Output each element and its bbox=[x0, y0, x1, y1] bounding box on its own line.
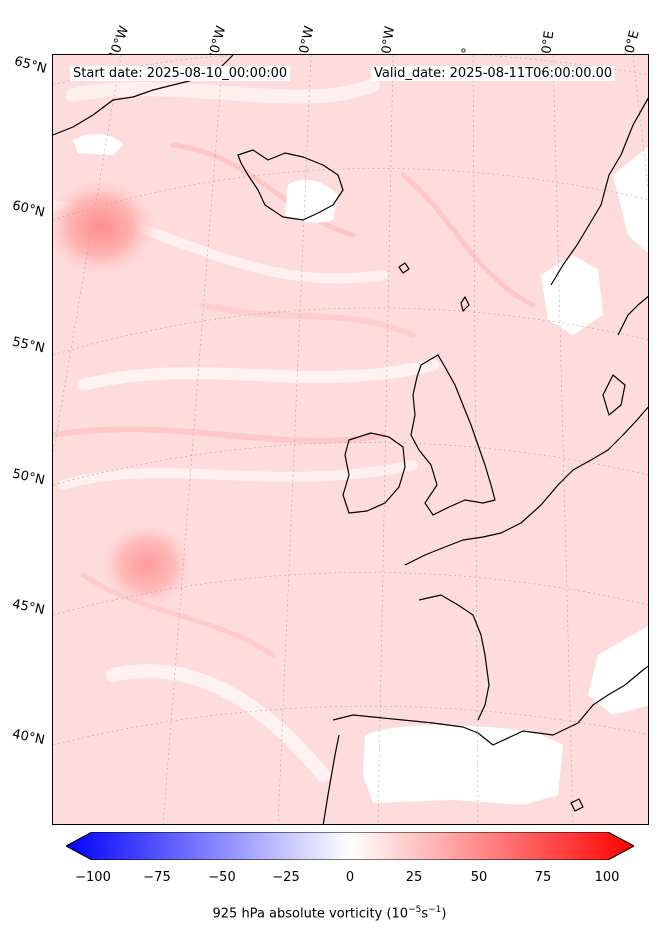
colorbar-label-exp2: −1 bbox=[428, 905, 442, 915]
vortex-south bbox=[99, 521, 195, 609]
faroe-island bbox=[398, 262, 410, 274]
iberia-coast bbox=[332, 665, 648, 746]
continent-coast bbox=[404, 406, 648, 566]
colorbar-label: 925 hPa absolute vorticity (10−5s−1) bbox=[0, 905, 659, 921]
lat-label-50n: 50°N bbox=[10, 466, 47, 489]
vortex-north bbox=[53, 175, 161, 279]
lat-label-45n: 45°N bbox=[10, 596, 46, 619]
lat-label-40n: 40°N bbox=[10, 726, 46, 749]
colorbar-label-exp1: −5 bbox=[408, 905, 422, 915]
sweden-coast bbox=[617, 295, 648, 336]
coastlines bbox=[53, 55, 648, 824]
shetland-island bbox=[460, 296, 470, 312]
balearic-island bbox=[570, 798, 584, 812]
colorbar-tick-25: 25 bbox=[405, 870, 423, 885]
iberia-south bbox=[322, 734, 340, 824]
map-canvas bbox=[53, 55, 648, 824]
iceland-coast bbox=[237, 149, 344, 221]
norway-coast bbox=[550, 97, 648, 286]
colorbar bbox=[66, 832, 634, 860]
colorbar-label-mid: s bbox=[421, 906, 429, 922]
ireland-coast bbox=[342, 432, 406, 514]
colorbar-label-end: ) bbox=[441, 906, 447, 922]
denmark-coast bbox=[602, 374, 626, 416]
colorbar-tick-0: 0 bbox=[345, 870, 355, 885]
valid-date-label: Valid_date: 2025-08-11T06:00:00.00 bbox=[371, 66, 616, 81]
colorbar-tick-neg25: −25 bbox=[272, 870, 300, 885]
lat-label-65n: 65°N bbox=[12, 54, 49, 77]
lat-label-55n: 55°N bbox=[10, 334, 47, 357]
colorbar-tick-neg75: −75 bbox=[143, 870, 171, 885]
lat-label-60n: 60°N bbox=[10, 198, 47, 221]
colorbar-tick-neg50: −50 bbox=[208, 870, 236, 885]
colorbar-tick-neg100: −100 bbox=[75, 870, 111, 885]
britain-coast bbox=[410, 354, 496, 516]
start-date-label: Start date: 2025-08-10_00:00:00 bbox=[70, 66, 291, 81]
colorbar-gradient bbox=[66, 832, 634, 860]
vorticity-map bbox=[52, 54, 649, 825]
colorbar-tick-100: 100 bbox=[594, 870, 620, 885]
colorbar-tick-75: 75 bbox=[534, 870, 552, 885]
colorbar-tick-50: 50 bbox=[470, 870, 488, 885]
france-coast bbox=[418, 594, 490, 721]
colorbar-label-text: 925 hPa absolute vorticity (10 bbox=[212, 906, 409, 922]
low-vorticity-areas bbox=[73, 133, 648, 805]
